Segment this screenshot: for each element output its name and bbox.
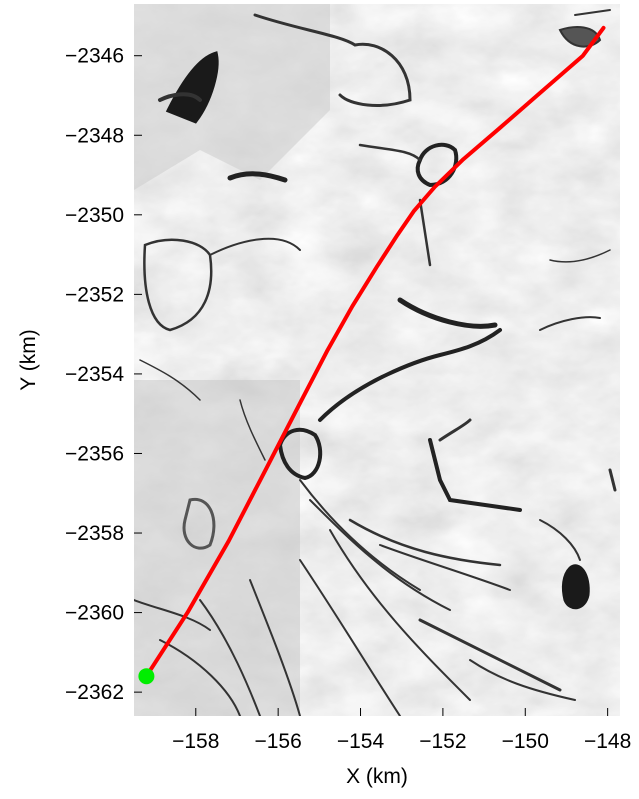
x-tick-label: −148 (584, 730, 631, 753)
y-tick-label: −2360 (65, 602, 124, 625)
marker-layer (138, 668, 155, 685)
y-tick-label: −2350 (65, 204, 124, 227)
y-tick-label: −2362 (65, 681, 124, 704)
series-line-0 (144, 25, 606, 679)
y-axis: −2346 −2348 −2350 −2352 −2354 −2356 −2358 −2360… (65, 45, 142, 704)
x-axis-label: X (km) (346, 765, 408, 788)
satellite-image (134, 4, 620, 716)
start-marker-0 (138, 668, 155, 685)
y-tick-label: −2348 (65, 124, 124, 147)
y-tick-label: −2356 (65, 442, 124, 465)
x-tick-label: −152 (419, 730, 466, 753)
series-layer (144, 25, 606, 679)
x-tick-label: −150 (502, 730, 549, 753)
x-tick-label: −158 (172, 730, 219, 753)
ice-fractures (134, 9, 617, 716)
x-axis: −158 −156 −154 −152 −150 −148 (172, 708, 631, 753)
y-tick-label: −2354 (65, 363, 124, 386)
x-tick-label: −156 (254, 730, 301, 753)
y-tick-label: −2352 (65, 283, 124, 306)
x-tick-label: −154 (337, 730, 385, 753)
y-tick-label: −2358 (65, 522, 124, 545)
y-axis-label: Y (km) (17, 329, 40, 390)
y-tick-label: −2346 (65, 45, 124, 68)
